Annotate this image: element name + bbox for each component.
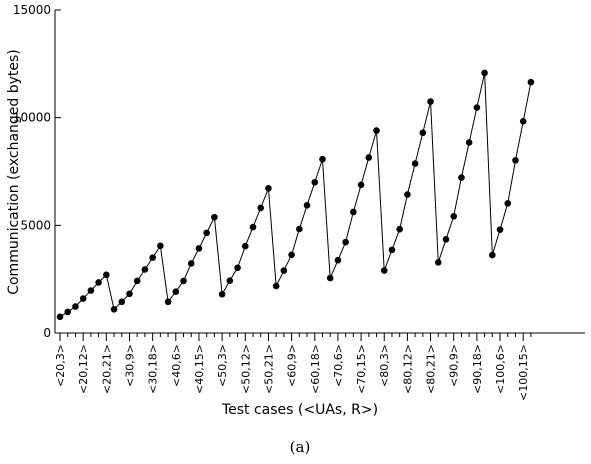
data-point: [72, 303, 79, 310]
data-point: [126, 290, 133, 298]
data-point: [272, 282, 280, 290]
data-point: [180, 277, 187, 285]
data-point: [288, 251, 295, 259]
data-point: [512, 157, 519, 164]
data-point: [110, 306, 118, 313]
data-point: [365, 154, 373, 161]
data-point: [319, 155, 326, 163]
data-point: [458, 174, 465, 181]
data-point: [118, 298, 126, 306]
data-point: [388, 246, 396, 254]
data-point: [234, 264, 241, 272]
data-point: [257, 204, 265, 212]
data-point: [404, 191, 411, 198]
data-point: [465, 139, 473, 146]
data-point: [311, 178, 319, 186]
data-point: [342, 238, 349, 246]
x-tick-label: <60,9>: [286, 344, 299, 387]
data-point: [473, 104, 481, 111]
data-point: [149, 254, 156, 261]
data-point: [396, 225, 403, 233]
x-tick-label: <20,12>: [77, 344, 90, 394]
data-point: [481, 69, 488, 77]
x-tick-label: <50,12>: [239, 344, 252, 394]
data-point: [249, 223, 257, 231]
data-point: [79, 295, 87, 302]
x-tick-label: <60,18>: [309, 344, 322, 394]
data-point: [326, 274, 334, 282]
data-point: [350, 208, 357, 216]
x-tick-label: <80,21>: [425, 344, 438, 394]
data-point: [303, 202, 311, 209]
data-point: [357, 181, 365, 189]
data-point: [164, 298, 172, 306]
x-tick-label: <30,9>: [123, 344, 136, 387]
data-point: [419, 129, 427, 137]
data-point: [519, 118, 527, 125]
data-point: [380, 267, 388, 274]
data-point: [280, 267, 288, 274]
x-tick-label: <100,6>: [494, 344, 507, 394]
data-point: [527, 78, 535, 86]
data-point: [87, 287, 95, 294]
data-point: [195, 245, 203, 252]
data-point: [504, 200, 512, 207]
data-point: [172, 288, 180, 295]
data-point: [489, 251, 496, 259]
x-tick-label: <80,12>: [401, 344, 414, 394]
x-tick-label: <20,21>: [100, 344, 113, 394]
caption: (a): [290, 438, 311, 456]
data-point: [434, 259, 442, 266]
data-point: [241, 242, 249, 250]
x-tick-label: <50,21>: [262, 344, 275, 394]
x-tick-label: <90,9>: [448, 344, 461, 387]
data-point: [442, 236, 450, 243]
data-point: [56, 313, 64, 321]
y-tick-label: 5000: [20, 218, 51, 232]
y-axis-title: Communication (exchanged bytes): [6, 49, 22, 295]
y-tick-label: 10000: [13, 111, 51, 125]
data-point: [265, 184, 272, 192]
data-point: [64, 308, 72, 316]
data-point: [218, 290, 226, 298]
data-point: [203, 229, 210, 237]
x-tick-label: <90,18>: [471, 344, 484, 394]
x-tick-label: <40,6>: [170, 344, 183, 387]
data-point: [450, 212, 458, 220]
data-point: [226, 277, 234, 284]
data-point: [133, 277, 141, 285]
data-point: [296, 225, 303, 233]
x-tick-label: <70,15>: [355, 344, 368, 394]
y-tick-label: 15000: [13, 3, 51, 17]
data-point: [141, 266, 149, 273]
data-point: [157, 242, 164, 250]
x-axis-title: Test cases (<UAs, R>): [221, 402, 378, 418]
x-tick-label: <80,3>: [378, 344, 391, 387]
data-point: [427, 98, 434, 105]
x-tick-label: <20,3>: [54, 344, 67, 387]
x-tick-label: <100,15>: [517, 344, 530, 401]
series-line: [59, 72, 532, 318]
data-point: [411, 160, 419, 167]
y-tick-label: 0: [43, 326, 51, 340]
data-point: [211, 213, 218, 221]
x-tick-label: <30,18>: [147, 344, 160, 394]
x-tick-label: <50,3>: [216, 344, 229, 387]
data-point: [334, 256, 342, 264]
data-point: [95, 279, 102, 286]
data-point: [373, 127, 380, 134]
x-tick-label: <40,15>: [193, 344, 206, 394]
x-tick-label: <70,6>: [332, 344, 345, 387]
data-point: [103, 271, 110, 279]
data-point: [187, 260, 195, 267]
data-point: [496, 226, 504, 233]
